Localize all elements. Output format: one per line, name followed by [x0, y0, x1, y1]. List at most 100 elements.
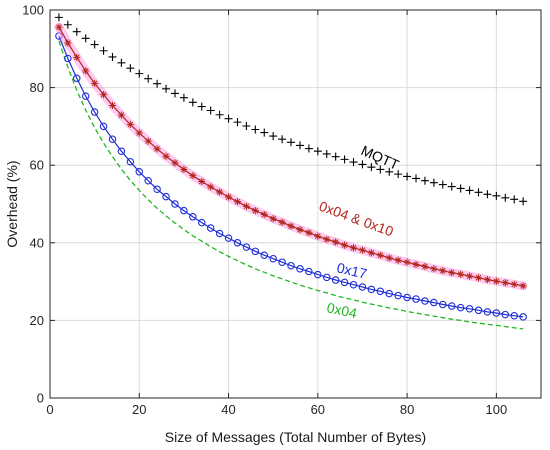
data-point	[73, 74, 81, 83]
data-point	[483, 276, 492, 284]
y-axis-title: Overhead (%)	[4, 160, 20, 247]
data-point	[403, 293, 411, 302]
data-point	[323, 235, 331, 243]
series-0x17	[55, 32, 527, 321]
data-point	[144, 176, 152, 185]
data-point	[99, 46, 108, 55]
data-point	[72, 27, 81, 36]
series-0x04-0x10	[54, 22, 528, 291]
data-point	[474, 306, 483, 315]
data-point	[99, 90, 108, 99]
data-point	[242, 202, 250, 210]
data-point	[64, 39, 72, 47]
data-point	[171, 159, 179, 167]
data-point	[483, 190, 492, 199]
data-point	[501, 193, 510, 202]
data-point	[233, 198, 242, 206]
data-point	[64, 54, 72, 63]
data-point	[269, 254, 277, 263]
x-axis-title: Size of Messages (Total Number of Bytes)	[165, 429, 426, 445]
data-point	[189, 213, 197, 221]
data-point	[314, 270, 322, 279]
data-point	[215, 110, 224, 119]
data-point	[412, 295, 420, 303]
x-tick-label: 80	[400, 402, 414, 417]
data-point	[394, 170, 403, 179]
data-point	[349, 158, 358, 167]
data-point	[483, 308, 492, 316]
data-point	[135, 168, 144, 176]
data-point	[233, 118, 242, 127]
data-point	[287, 138, 296, 147]
data-point	[403, 258, 411, 266]
data-point	[206, 224, 215, 232]
data-point	[296, 226, 304, 234]
data-point	[278, 135, 287, 144]
data-point	[331, 152, 340, 161]
data-point	[135, 129, 143, 137]
y-tick-label: 20	[30, 313, 44, 328]
data-point	[251, 206, 259, 215]
data-point	[501, 310, 510, 319]
data-point	[251, 247, 260, 256]
data-point	[144, 74, 153, 83]
data-point	[412, 260, 420, 269]
data-point	[439, 267, 447, 275]
data-point	[162, 84, 171, 93]
data-point	[358, 283, 367, 291]
data-point	[465, 272, 474, 280]
y-tick-label: 80	[30, 80, 44, 95]
data-point	[376, 165, 385, 174]
data-point	[55, 23, 63, 31]
data-point	[287, 222, 295, 230]
series-mqtt	[54, 13, 528, 206]
data-point	[421, 297, 429, 305]
data-point	[340, 278, 349, 287]
data-point	[385, 289, 393, 298]
data-point	[260, 210, 268, 219]
data-point	[233, 239, 242, 247]
y-tick-label: 40	[30, 235, 44, 250]
data-point	[197, 102, 206, 111]
data-point	[179, 93, 188, 102]
data-point	[492, 277, 500, 285]
data-point	[180, 206, 188, 215]
data-point	[340, 155, 349, 164]
data-point	[153, 79, 162, 88]
data-point	[269, 132, 278, 141]
data-point	[510, 280, 518, 288]
data-point	[126, 157, 135, 166]
data-point	[420, 176, 429, 185]
data-point	[492, 309, 501, 317]
data-point	[296, 265, 304, 273]
data-point	[447, 302, 456, 310]
ticks: 0 20 40 60 80 100 0 20 40 60 80 100	[22, 3, 541, 417]
data-point	[510, 195, 519, 204]
data-point	[322, 149, 331, 158]
data-point	[332, 238, 340, 246]
data-point	[207, 183, 215, 191]
data-point	[376, 251, 384, 259]
x-tick-label: 40	[221, 402, 235, 417]
data-point	[242, 243, 251, 251]
data-point	[394, 291, 402, 300]
data-point	[385, 167, 394, 176]
data-point	[430, 298, 438, 307]
data-point	[90, 40, 99, 49]
data-point	[108, 135, 117, 143]
data-point	[367, 249, 375, 257]
data-point	[331, 276, 340, 284]
data-point	[180, 165, 188, 174]
data-point	[260, 128, 269, 137]
data-point	[162, 152, 170, 160]
data-point	[314, 232, 322, 240]
data-point	[206, 106, 215, 115]
x-tick-label: 20	[132, 402, 146, 417]
x-tick-label: 0	[46, 402, 53, 417]
data-point	[278, 258, 286, 266]
data-point	[287, 261, 295, 270]
data-point	[135, 69, 144, 78]
data-point	[73, 53, 81, 61]
data-point	[439, 300, 447, 309]
data-point	[99, 122, 108, 131]
